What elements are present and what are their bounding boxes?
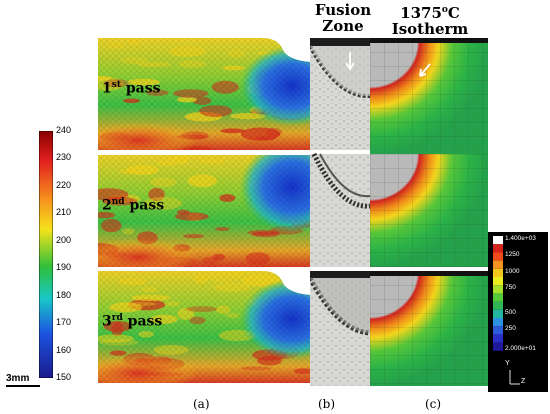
isotherm-header-line1: 1375oC bbox=[380, 2, 480, 21]
hardness-tick-label: 190 bbox=[56, 262, 72, 273]
pass-word: pass bbox=[125, 80, 161, 97]
temperature-swatch bbox=[493, 260, 503, 269]
temperature-swatch bbox=[493, 342, 503, 351]
axis-label-z: Z bbox=[521, 378, 526, 385]
temperature-swatch bbox=[493, 334, 503, 343]
pass-word: pass bbox=[129, 197, 165, 214]
hardness-tick-label: 170 bbox=[56, 317, 72, 328]
isotherm-header: 1375oC Isotherm bbox=[380, 2, 480, 37]
subfig-label-a: (a) bbox=[193, 397, 210, 411]
pass-suffix: rd bbox=[111, 313, 123, 323]
pass-number: 1 bbox=[102, 80, 112, 97]
pass-number: 3 bbox=[102, 313, 112, 330]
isotherm-arrow-icon bbox=[419, 63, 431, 77]
pass-suffix: nd bbox=[111, 197, 125, 207]
temperature-swatch bbox=[493, 252, 503, 261]
subfig-label-c: (c) bbox=[425, 397, 442, 411]
temperature-label: 250 bbox=[505, 325, 516, 333]
micrograph-column bbox=[310, 38, 370, 386]
hardness-tick-label: 240 bbox=[56, 125, 72, 135]
temperature-label: 1250 bbox=[505, 251, 520, 259]
temperature-label: 500 bbox=[505, 308, 516, 316]
temperature-swatch bbox=[493, 285, 503, 294]
isotherm-column bbox=[370, 38, 488, 386]
temperature-label: 1000 bbox=[505, 267, 520, 275]
hardness-map-pass-1 bbox=[98, 38, 310, 150]
axis-label-y: Y bbox=[505, 360, 510, 367]
isotherm-map-3 bbox=[370, 271, 488, 386]
axis-triad-icon bbox=[509, 370, 520, 385]
hardness-tick-label: 180 bbox=[56, 289, 72, 300]
temperature-swatch bbox=[493, 277, 503, 286]
micrograph-2 bbox=[310, 152, 370, 267]
temperature-swatch bbox=[493, 309, 503, 318]
temperature-swatch bbox=[493, 268, 503, 277]
hardness-tick-label: 150 bbox=[56, 372, 72, 382]
temperature-swatch bbox=[493, 244, 503, 253]
hardness-colorbar bbox=[39, 131, 53, 378]
scale-bar bbox=[6, 385, 40, 387]
temperature-swatches bbox=[493, 236, 503, 351]
hardness-map-pass-3 bbox=[98, 271, 310, 383]
temperature-label: 750 bbox=[505, 284, 516, 292]
temperature-swatch bbox=[493, 326, 503, 335]
temperature-label: 1.400e+03 bbox=[505, 235, 536, 242]
hardness-tick-label: 200 bbox=[56, 234, 72, 245]
micrograph-1 bbox=[310, 38, 370, 150]
pass-word: pass bbox=[127, 313, 163, 330]
scale-bar-label: 3mm bbox=[6, 373, 30, 384]
isotherm-header-line2: Isotherm bbox=[391, 20, 469, 38]
pass-label-2: 2nd pass bbox=[102, 197, 164, 214]
hardness-tick-label: 220 bbox=[56, 179, 72, 190]
fusion-zone-header-line2: Zone bbox=[322, 17, 364, 35]
hardness-tick-label: 160 bbox=[56, 344, 72, 355]
fusion-zone-header-line1: Fusion bbox=[314, 1, 372, 19]
temperature-swatch bbox=[493, 301, 503, 310]
isotherm-temperature: 1375 bbox=[400, 4, 442, 22]
isotherm-map-2 bbox=[370, 154, 488, 267]
pass-number: 2 bbox=[102, 197, 112, 214]
temperature-swatch bbox=[493, 293, 503, 302]
isotherm-degree: o bbox=[441, 5, 448, 15]
isotherm-map-1 bbox=[370, 38, 488, 154]
fusion-arrow-icon bbox=[345, 52, 355, 71]
hardness-tick-label: 210 bbox=[56, 207, 72, 218]
pass-label-1: 1st pass bbox=[102, 80, 160, 97]
fusion-zone-header: Fusion Zone bbox=[314, 2, 372, 34]
temperature-label: 2.000e+01 bbox=[505, 344, 536, 352]
hardness-map-pass-2 bbox=[98, 155, 310, 267]
temperature-swatch bbox=[493, 236, 503, 245]
temperature-swatch bbox=[493, 318, 503, 327]
pass-label-3: 3rd pass bbox=[102, 313, 162, 330]
micrograph-3 bbox=[310, 271, 370, 386]
pass-suffix: st bbox=[111, 80, 121, 90]
subfig-label-b: (b) bbox=[318, 397, 336, 411]
isotherm-unit: C bbox=[447, 4, 460, 22]
hardness-tick-label: 230 bbox=[56, 152, 72, 163]
temperature-legend: 1.400e+03 1250 1000 750 500 250 2.000e+01 Y Z bbox=[488, 232, 548, 392]
